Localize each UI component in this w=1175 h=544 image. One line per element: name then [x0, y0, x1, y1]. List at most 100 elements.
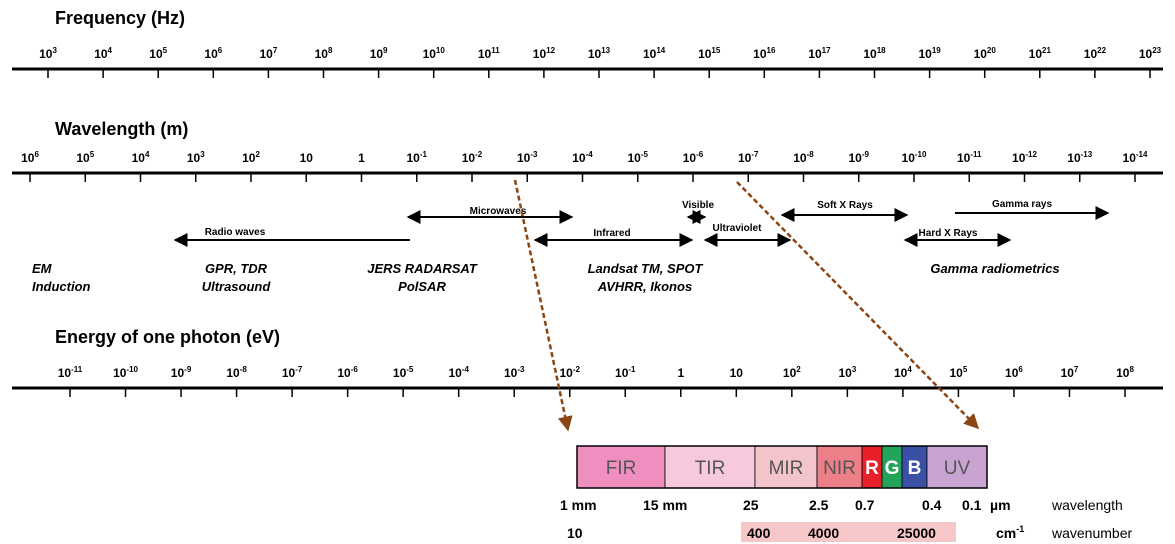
frequency-tick-label: 109 [370, 46, 388, 61]
energy-tick-label: 10-1 [615, 365, 636, 380]
energy-tick-label: 10-7 [282, 365, 303, 380]
energy-tick-label: 10-11 [58, 365, 83, 380]
wavelength-tick-label: 10-8 [793, 150, 814, 165]
wavelength-tick-label: 103 [187, 150, 205, 165]
app-em-induction-line1: EM [32, 261, 53, 276]
band-wl-unit: µm [990, 497, 1011, 513]
energy-tick-label: 10-8 [226, 365, 247, 380]
app-gpr-line1: GPR, TDR [205, 261, 268, 276]
frequency-ticks: 103 104 105 106 107 108 109 1010 1011 1012 1013 101… [39, 46, 1162, 78]
frequency-tick-label: 106 [204, 46, 222, 61]
app-jers-line1: JERS RADARSAT [367, 261, 478, 276]
wavelength-ticks: 106 105 104 103 102 10 1 10-1 10-2 10-3 10-4 10-5 10… [21, 150, 1148, 182]
frequency-tick-label: 1015 [698, 46, 721, 61]
visible-label: Visible [682, 200, 714, 211]
wavelength-tick-label: 10 [300, 151, 314, 165]
frequency-tick-label: 1017 [808, 46, 831, 61]
app-gamma-radiometrics: Gamma radiometrics [930, 261, 1059, 276]
energy-tick-label: 10-2 [559, 365, 580, 380]
band-wl-2-5: 2.5 [809, 497, 829, 513]
app-em-induction-line2: Induction [32, 279, 91, 294]
zoom-arrow-left [513, 179, 573, 432]
frequency-title: Frequency (Hz) [55, 8, 185, 28]
frequency-tick-label: 1019 [918, 46, 941, 61]
band-wn-400: 400 [747, 525, 771, 541]
wavelength-tick-label: 10-14 [1123, 150, 1148, 165]
region-labels: Microwaves Visible Soft X Rays Gamma ray… [205, 199, 1053, 239]
frequency-tick-label: 1020 [974, 46, 997, 61]
energy-tick-label: 107 [1061, 365, 1079, 380]
band-wn-25000: 25000 [897, 525, 936, 541]
energy-tick-label: 106 [1005, 365, 1023, 380]
band-wn-4000: 4000 [808, 525, 839, 541]
band-wl-0-7: 0.7 [855, 497, 875, 513]
band-uv [926, 445, 988, 489]
energy-tick-label: 10-4 [448, 365, 469, 380]
band-wn-10: 10 [567, 525, 583, 541]
energy-tick-label: 10-3 [504, 365, 525, 380]
energy-tick-label: 10-10 [113, 365, 138, 380]
energy-tick-label: 1 [677, 366, 684, 380]
microwaves-label: Microwaves [470, 206, 527, 217]
infrared-label: Infrared [593, 228, 630, 239]
bands-frame [576, 445, 988, 489]
wavelength-tick-label: 1 [358, 151, 365, 165]
hard-x-rays-label: Hard X Rays [919, 228, 978, 239]
energy-tick-label: 103 [838, 365, 856, 380]
band-wl-1mm: 1 mm [560, 497, 597, 513]
wavelength-tick-label: 10-6 [683, 150, 704, 165]
frequency-tick-label: 1021 [1029, 46, 1052, 61]
wavelength-tick-label: 106 [21, 150, 39, 165]
energy-tick-label: 10-6 [337, 365, 358, 380]
wavelength-tick-label: 10-11 [957, 150, 982, 165]
energy-tick-label: 102 [783, 365, 801, 380]
wavelength-tick-label: 10-2 [462, 150, 483, 165]
wavelength-tick-label: 10-4 [572, 150, 593, 165]
band-label-tir: TIR [695, 458, 726, 479]
wavelength-tick-label: 104 [132, 150, 150, 165]
energy-tick-label: 104 [894, 365, 912, 380]
energy-tick-label: 10-9 [171, 365, 192, 380]
wavenumber-highlight [741, 522, 956, 542]
optical-bands: FIR TIR MIR NIR R G B UV [576, 445, 988, 489]
frequency-tick-label: 107 [259, 46, 277, 61]
band-label-g: G [885, 458, 900, 479]
energy-ticks: 10-11 10-10 10-9 10-8 10-7 10-6 10-5 10-4 10-3 10… [58, 365, 1134, 397]
band-wl-0-1: 0.1 [962, 497, 982, 513]
frequency-tick-label: 1014 [643, 46, 666, 61]
energy-tick-label: 108 [1116, 365, 1134, 380]
frequency-tick-label: 1012 [533, 46, 556, 61]
band-mir [754, 445, 818, 489]
wavelength-tick-label: 10-5 [628, 150, 649, 165]
band-wl-15mm: 15 mm [643, 497, 687, 513]
app-gpr-line2: Ultrasound [202, 279, 272, 294]
wavelength-tick-label: 10-10 [902, 150, 927, 165]
frequency-tick-label: 104 [94, 46, 112, 61]
region-arrows [173, 206, 1110, 247]
wavelength-tick-label: 10-12 [1012, 150, 1037, 165]
wavelength-tick-label: 10-1 [407, 150, 428, 165]
app-landsat-line2: AVHRR, Ikonos [597, 279, 692, 294]
band-label-nir: NIR [823, 458, 856, 479]
band-wn-unit: cm-1 [996, 524, 1024, 541]
frequency-tick-label: 108 [315, 46, 333, 61]
frequency-tick-label: 1016 [753, 46, 776, 61]
band-nir [816, 445, 863, 489]
frequency-tick-label: 1018 [863, 46, 886, 61]
radio-waves-label: Radio waves [205, 227, 266, 238]
energy-tick-label: 10-5 [393, 365, 414, 380]
frequency-tick-label: 1023 [1139, 46, 1162, 61]
frequency-tick-label: 103 [39, 46, 57, 61]
wavelength-tick-label: 10-13 [1067, 150, 1092, 165]
band-wavenumber-row: 10 400 4000 25000 cm-1 wavenumber [567, 522, 1132, 542]
frequency-tick-label: 1010 [423, 46, 446, 61]
band-wl-25: 25 [743, 497, 759, 513]
wavelength-tick-label: 10-3 [517, 150, 538, 165]
app-jers-line2: PolSAR [398, 279, 446, 294]
band-wl-0-4: 0.4 [922, 497, 942, 513]
band-label-mir: MIR [769, 458, 804, 479]
band-label-fir: FIR [606, 458, 637, 479]
gamma-rays-label: Gamma rays [992, 199, 1052, 210]
frequency-tick-label: 105 [149, 46, 167, 61]
